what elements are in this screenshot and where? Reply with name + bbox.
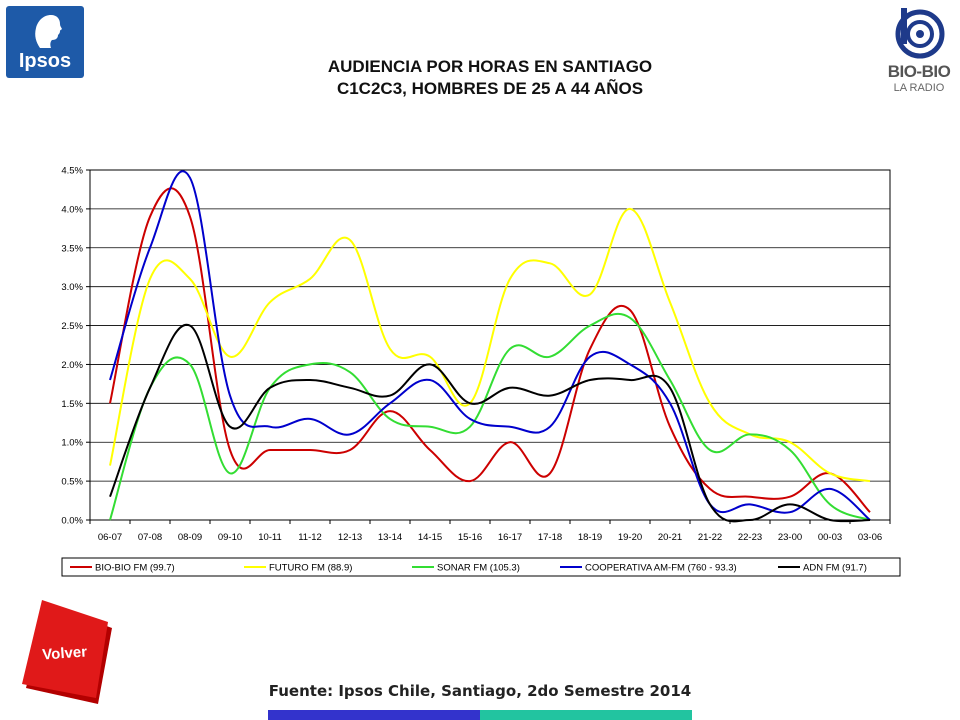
- title-line-2: C1C2C3, HOMBRES DE 25 A 44 AÑOS: [336, 79, 644, 98]
- legend-label: COOPERATIVA AM-FM (760 - 93.3): [585, 563, 737, 574]
- y-tick-label: 0.5%: [61, 477, 83, 488]
- series-line-4: [109, 170, 871, 521]
- x-tick-label: 18-19: [578, 532, 602, 543]
- x-tick-label: 00-03: [818, 532, 842, 543]
- x-tick-label: 06-07: [98, 532, 122, 543]
- y-axis-ticks: 0.0% 0.5% 1.0% 1.5% 2.0% 2.5% 3.0% 3.5% 4.0% 4.5%: [61, 166, 90, 527]
- bio-bio-logo-text: BIO-BIO: [887, 62, 951, 81]
- y-tick-label: 1.5%: [61, 399, 83, 410]
- y-tick-label: 3.5%: [61, 243, 83, 254]
- chart-legend: BIO-BIO FM (99.7) FUTURO FM (88.9) SONAR F…: [61, 557, 901, 577]
- x-tick-label: 23-00: [778, 532, 802, 543]
- footer-bar-teal: [480, 710, 692, 720]
- x-tick-label: 14-15: [418, 532, 442, 543]
- y-tick-label: 4.5%: [61, 166, 83, 177]
- y-tick-label: 4.0%: [61, 204, 83, 215]
- x-tick-label: 08-09: [178, 532, 202, 543]
- legend-label: ADN FM (91.7): [803, 563, 867, 574]
- y-tick-label: 2.0%: [61, 360, 83, 371]
- legend-label: BIO-BIO FM (99.7): [95, 563, 175, 574]
- x-tick-label: 03-06: [858, 532, 882, 543]
- source-note: Fuente: Ipsos Chile, Santiago, 2do Semes…: [268, 682, 692, 700]
- x-tick-label: 09-10: [218, 532, 242, 543]
- x-tick-label: 10-11: [258, 532, 282, 543]
- x-tick-label: 15-16: [458, 532, 482, 543]
- legend-label: SONAR FM (105.3): [437, 563, 520, 574]
- bio-bio-logo-subtext: LA RADIO: [893, 82, 945, 94]
- legend-label: FUTURO FM (88.9): [269, 563, 352, 574]
- bio-bio-radio-logo-icon: [895, 8, 945, 59]
- x-tick-label: 21-22: [698, 532, 722, 543]
- x-tick-label: 11-12: [298, 532, 322, 543]
- x-tick-label: 17-18: [538, 532, 562, 543]
- chart-series: [109, 170, 871, 523]
- series-line-3: [109, 312, 871, 521]
- legend-box: [61, 557, 901, 577]
- y-tick-label: 1.0%: [61, 438, 83, 449]
- series-line-2: [109, 207, 871, 483]
- x-tick-label: 07-08: [138, 532, 162, 543]
- series-line-5: [109, 323, 871, 523]
- bio-bio-logo: BIO-BIO LA RADIO: [884, 6, 954, 100]
- x-tick-label: 22-23: [738, 532, 762, 543]
- y-tick-label: 3.0%: [61, 282, 83, 293]
- ipsos-logo-text: Ipsos: [18, 50, 72, 72]
- ipsos-logo: Ipsos: [6, 6, 84, 78]
- chart-title: AUDIENCIA POR HORAS EN SANTIAGO C1C2C3, …: [200, 56, 780, 100]
- y-tick-label: 2.5%: [61, 321, 83, 332]
- ipsos-face-logo-icon: [35, 15, 62, 48]
- title-line-1: AUDIENCIA POR HORAS EN SANTIAGO: [327, 57, 653, 76]
- x-tick-label: 19-20: [618, 532, 642, 543]
- volver-button[interactable]: Volver: [20, 598, 120, 708]
- x-tick-label: 20-21: [658, 532, 682, 543]
- footer-bar-blue: [268, 710, 480, 720]
- x-tick-label: 13-14: [378, 532, 402, 543]
- x-tick-label: 16-17: [498, 532, 522, 543]
- series-line-1: [109, 187, 871, 513]
- x-tick-label: 12-13: [338, 532, 362, 543]
- line-chart: 0.0% 0.5% 1.0% 1.5% 2.0% 2.5% 3.0% 3.5% 4.0% 4.5%…: [61, 166, 901, 577]
- volver-label: Volver: [42, 643, 88, 663]
- x-axis-ticks: 06-07 07-08 08-09 09-10 10-11 11-12 12-13 13-14…: [89, 520, 891, 543]
- y-tick-label: 0.0%: [61, 516, 83, 527]
